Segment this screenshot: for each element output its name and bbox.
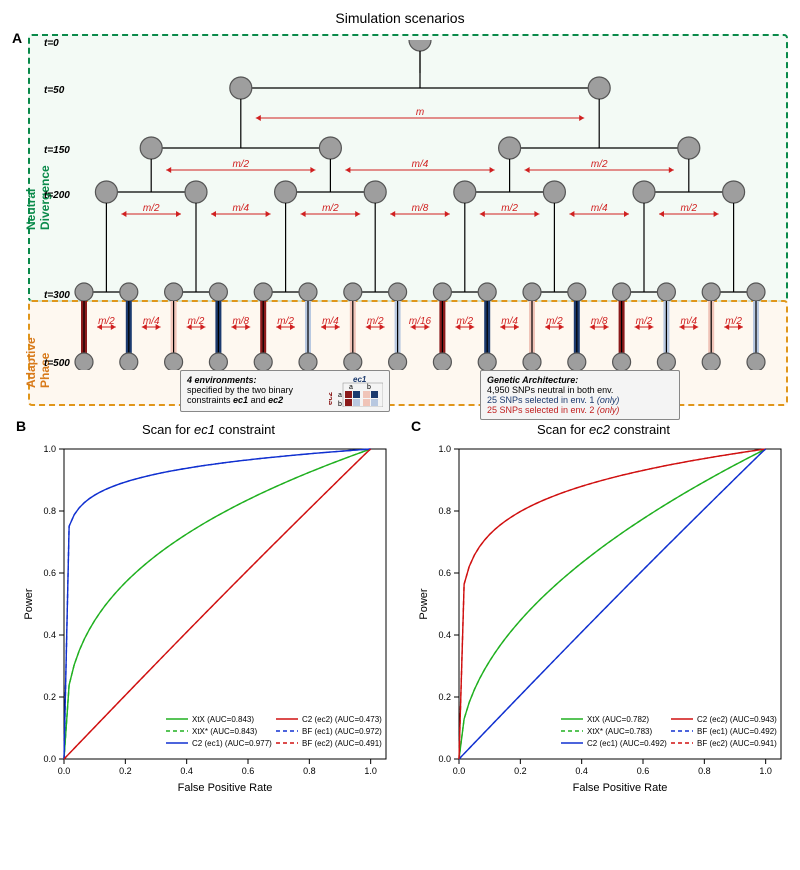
- svg-text:1.0: 1.0: [43, 444, 56, 454]
- svg-text:m/2: m/2: [188, 316, 205, 327]
- svg-text:0.6: 0.6: [438, 568, 451, 578]
- svg-text:BF (ec1) (AUC=0.492): BF (ec1) (AUC=0.492): [697, 727, 777, 736]
- svg-text:0.4: 0.4: [43, 630, 56, 640]
- time-label: t=150: [44, 145, 70, 156]
- svg-text:m/8: m/8: [232, 316, 249, 327]
- svg-text:m/4: m/4: [322, 316, 339, 327]
- legend-env-sub: specified by the two binaryconstraints e…: [187, 385, 293, 405]
- legend-arch-line2: 25 SNPs selected in env. 1 (only): [487, 395, 619, 405]
- svg-text:XtX (AUC=0.782): XtX (AUC=0.782): [587, 715, 649, 724]
- svg-text:0.8: 0.8: [698, 766, 711, 776]
- svg-text:False Positive Rate: False Positive Rate: [573, 782, 668, 794]
- svg-text:C2 (ec1) (AUC=0.977): C2 (ec1) (AUC=0.977): [192, 739, 272, 748]
- svg-text:m/2: m/2: [591, 159, 608, 170]
- svg-text:m/2: m/2: [501, 203, 518, 214]
- svg-text:0.2: 0.2: [43, 692, 56, 702]
- svg-text:m/2: m/2: [232, 159, 249, 170]
- svg-text:m/4: m/4: [143, 316, 160, 327]
- svg-text:False Positive Rate: False Positive Rate: [178, 782, 273, 794]
- tree-diagram: m m/2 m/4 m/2 m/2 m/4 m/2 m/8 m/2 m/4 m/2 m/2 m/4 m/2…: [70, 40, 770, 370]
- svg-text:BF (ec2) (AUC=0.941): BF (ec2) (AUC=0.941): [697, 739, 777, 748]
- svg-text:0.2: 0.2: [514, 766, 527, 776]
- svg-text:Power: Power: [23, 588, 35, 620]
- svg-text:0.6: 0.6: [242, 766, 255, 776]
- panel-c: C Scan for ec2 constraint 0.00.00.20.20.…: [411, 422, 796, 819]
- svg-text:1.0: 1.0: [759, 766, 772, 776]
- svg-text:0.2: 0.2: [438, 692, 451, 702]
- svg-text:0.0: 0.0: [58, 766, 71, 776]
- svg-text:XtX (AUC=0.843): XtX (AUC=0.843): [192, 715, 254, 724]
- panel-a-label: A: [12, 30, 22, 46]
- time-label: t=50: [44, 85, 64, 96]
- panel-c-title: Scan for ec2 constraint: [411, 422, 796, 437]
- env-grid-icon: ec1ec2abab: [329, 375, 383, 407]
- svg-text:0.2: 0.2: [119, 766, 132, 776]
- svg-text:m/2: m/2: [322, 203, 339, 214]
- svg-text:m/2: m/2: [143, 203, 160, 214]
- svg-text:m/4: m/4: [232, 203, 249, 214]
- panel-b-title: Scan for ec1 constraint: [16, 422, 401, 437]
- svg-text:0.6: 0.6: [637, 766, 650, 776]
- svg-text:m/4: m/4: [680, 316, 697, 327]
- svg-text:0.0: 0.0: [438, 754, 451, 764]
- svg-text:m/2: m/2: [636, 316, 653, 327]
- panel-a: A NeutralDivergence AdaptivePhase t=0t=5…: [10, 30, 790, 410]
- svg-text:m/4: m/4: [412, 159, 429, 170]
- svg-text:1.0: 1.0: [364, 766, 377, 776]
- panel-c-label: C: [411, 418, 421, 434]
- legend-env-title: 4 environments:: [187, 375, 257, 385]
- svg-text:m/2: m/2: [546, 316, 563, 327]
- svg-text:0.4: 0.4: [180, 766, 193, 776]
- svg-text:Power: Power: [418, 588, 430, 620]
- svg-text:BF (ec2) (AUC=0.491): BF (ec2) (AUC=0.491): [302, 739, 382, 748]
- svg-text:a: a: [349, 384, 353, 391]
- legend-arch-title: Genetic Architecture:: [487, 375, 578, 385]
- svg-text:m/2: m/2: [725, 316, 742, 327]
- svg-text:0.0: 0.0: [453, 766, 466, 776]
- panel-b: B Scan for ec1 constraint 0.00.00.20.20.…: [16, 422, 401, 819]
- svg-text:0.6: 0.6: [43, 568, 56, 578]
- svg-text:0.4: 0.4: [575, 766, 588, 776]
- svg-text:m/2: m/2: [367, 316, 384, 327]
- time-label: t=0: [44, 38, 59, 49]
- svg-text:0.8: 0.8: [43, 506, 56, 516]
- svg-text:m/4: m/4: [591, 203, 608, 214]
- svg-text:m/8: m/8: [591, 316, 608, 327]
- time-label: t=300: [44, 290, 70, 301]
- svg-text:0.4: 0.4: [438, 630, 451, 640]
- time-label: t=200: [44, 190, 70, 201]
- svg-text:C2 (ec1) (AUC=0.492): C2 (ec1) (AUC=0.492): [587, 739, 667, 748]
- svg-text:b: b: [367, 384, 371, 391]
- time-label: t=500: [44, 358, 70, 369]
- main-title: Simulation scenarios: [10, 10, 790, 26]
- svg-text:BF (ec1) (AUC=0.972): BF (ec1) (AUC=0.972): [302, 727, 382, 736]
- legend-arch-line1: 4,950 SNPs neutral in both env.: [487, 385, 613, 395]
- svg-text:m/16: m/16: [409, 316, 432, 327]
- svg-text:ec1: ec1: [353, 375, 367, 384]
- svg-text:XtX* (AUC=0.783): XtX* (AUC=0.783): [587, 727, 652, 736]
- svg-text:a: a: [338, 392, 342, 399]
- svg-text:0.8: 0.8: [438, 506, 451, 516]
- roc-chart-ec1: 0.00.0 0.2 0.2 0.4 0.4 0.6 0.6 0.8 0.8 1.0 1.0 Fals…: [16, 439, 401, 819]
- svg-text:m/2: m/2: [680, 203, 697, 214]
- svg-text:m/2: m/2: [277, 316, 294, 327]
- svg-text:0.8: 0.8: [303, 766, 316, 776]
- roc-chart-ec2: 0.00.0 0.2 0.2 0.4 0.4 0.6 0.6 0.8 0.8 1.0 1.0 Fals…: [411, 439, 796, 819]
- panel-b-label: B: [16, 418, 26, 434]
- svg-text:b: b: [338, 401, 342, 407]
- svg-text:m/2: m/2: [98, 316, 115, 327]
- svg-text:ec2: ec2: [329, 391, 334, 405]
- svg-text:m: m: [416, 107, 424, 118]
- svg-text:m/2: m/2: [456, 316, 473, 327]
- legend-architecture: Genetic Architecture: 4,950 SNPs neutral…: [480, 370, 680, 420]
- svg-text:0.0: 0.0: [43, 754, 56, 764]
- svg-text:m/4: m/4: [501, 316, 518, 327]
- legend-arch-line3: 25 SNPs selected in env. 2 (only): [487, 405, 619, 415]
- svg-text:1.0: 1.0: [438, 444, 451, 454]
- svg-text:C2 (ec2) (AUC=0.473): C2 (ec2) (AUC=0.473): [302, 715, 382, 724]
- svg-text:m/8: m/8: [412, 203, 429, 214]
- svg-text:C2 (ec2) (AUC=0.943): C2 (ec2) (AUC=0.943): [697, 715, 777, 724]
- legend-environments: 4 environments: specified by the two bin…: [180, 370, 390, 412]
- svg-text:XtX* (AUC=0.843): XtX* (AUC=0.843): [192, 727, 257, 736]
